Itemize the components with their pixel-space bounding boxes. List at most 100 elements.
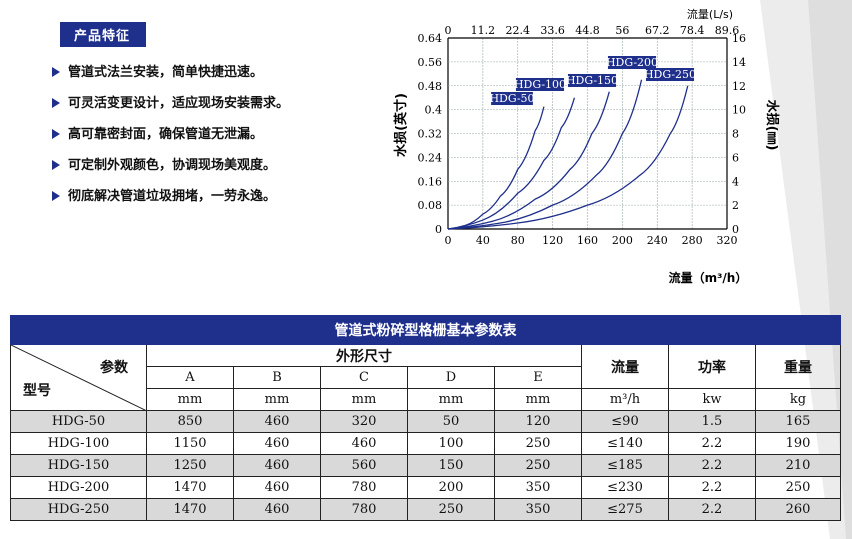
spec-table: 管道式粉碎型格栅基本参数表 参数 型号 外形尺寸 流量 功率 重量 A B C … xyxy=(9,315,842,521)
bullet-arrow-icon xyxy=(52,160,60,170)
features-list: 管道式法兰安装，简单快捷迅速。 可灵活变更设计，适应现场安装需求。 高可靠密封面… xyxy=(52,57,382,212)
y-left-tick-label: 0.56 xyxy=(418,56,443,69)
x-top-tick-label: 67.2 xyxy=(645,24,670,37)
table-row: HDG-150 1250 460 560 150 250 ≤185 2.2 21… xyxy=(10,454,842,477)
y-right-tick-label: 10 xyxy=(732,104,746,117)
dim-d-cell: 50 xyxy=(407,410,495,433)
unit-cell: mm xyxy=(233,388,321,411)
power-cell: 2.2 xyxy=(668,498,756,521)
flow-cell: ≤140 xyxy=(581,432,669,455)
chart-curves xyxy=(447,79,689,230)
x-bottom-tick-label: 240 xyxy=(647,234,668,247)
y-left-tick-label: 0.24 xyxy=(418,151,443,164)
y-left-axis-label: 水损(英寸) xyxy=(393,93,409,157)
feature-item: 可灵活变更设计，适应现场安装需求。 xyxy=(52,88,382,119)
y-right-tick-label: 2 xyxy=(732,199,739,212)
feature-item: 高可靠密封面，确保管道无泄漏。 xyxy=(52,119,382,150)
flow-cell: ≤275 xyxy=(581,498,669,521)
flow-header: 流量 xyxy=(581,344,669,389)
x-top-tick-label: 89.6 xyxy=(715,24,740,37)
dims-header: 外形尺寸 xyxy=(146,344,582,367)
x-bottom-tick-label: 80 xyxy=(511,234,525,247)
dim-d-cell: 250 xyxy=(407,498,495,521)
dim-col-header: B xyxy=(233,366,321,389)
dim-col-header: C xyxy=(320,366,408,389)
series-label-text: HDG-150 xyxy=(566,74,618,87)
feature-text: 彻底解决管道垃圾拥堵，一劳永逸。 xyxy=(68,189,277,204)
table-row: HDG-50 850 460 320 50 120 ≤90 1.5 165 xyxy=(10,410,842,433)
curve-hdg-50 xyxy=(447,106,545,230)
weight-cell: 210 xyxy=(754,454,842,477)
x-bottom-tick-label: 0 xyxy=(445,234,452,247)
feature-text: 管道式法兰安装，简单快捷迅速。 xyxy=(68,65,264,80)
series-label-text: HDG-200 xyxy=(606,56,658,69)
table-row: HDG-100 1150 460 460 100 250 ≤140 2.2 19… xyxy=(10,432,842,455)
bullet-arrow-icon xyxy=(52,191,60,201)
dim-d-cell: 200 xyxy=(407,476,495,499)
series-label-box xyxy=(515,78,565,91)
series-label-box xyxy=(607,56,657,69)
y-right-tick-label: 16 xyxy=(732,32,746,45)
dim-a-cell: 1250 xyxy=(146,454,234,477)
x-bottom-tick-label: 40 xyxy=(476,234,490,247)
x-bottom-tick-label: 120 xyxy=(542,234,563,247)
series-label-box xyxy=(491,92,533,105)
curve-hdg-200 xyxy=(447,79,643,230)
unit-cell: mm xyxy=(407,388,495,411)
y-right-tick-label: 14 xyxy=(732,56,746,69)
dim-col-header: A xyxy=(146,366,234,389)
bullet-arrow-icon xyxy=(52,129,60,139)
param-label: 参数 xyxy=(100,360,128,376)
dim-b-cell: 460 xyxy=(233,432,321,455)
weight-cell: 260 xyxy=(754,498,842,521)
model-cell: HDG-250 xyxy=(10,498,147,521)
weight-cell: 190 xyxy=(754,432,842,455)
curve-hdg-150 xyxy=(447,91,610,230)
y-left-tick-label: 0.4 xyxy=(425,104,443,117)
flow-cell: ≤185 xyxy=(581,454,669,477)
dim-c-cell: 320 xyxy=(320,410,408,433)
weight-cell: 165 xyxy=(754,410,842,433)
power-header: 功率 xyxy=(668,344,756,389)
model-cell: HDG-150 xyxy=(10,454,147,477)
y-left-tick-label: 0.16 xyxy=(418,175,443,188)
dim-b-cell: 460 xyxy=(233,410,321,433)
dim-c-cell: 560 xyxy=(320,454,408,477)
dim-e-cell: 350 xyxy=(494,476,582,499)
y-right-tick-label: 6 xyxy=(732,151,739,164)
y-left-tick-label: 0.08 xyxy=(418,199,443,212)
x-bottom-tick-label: 320 xyxy=(717,234,738,247)
x-top-tick-label: 78.4 xyxy=(680,24,705,37)
dim-a-cell: 850 xyxy=(146,410,234,433)
features-title: 产品特征 xyxy=(60,22,147,47)
y-left-tick-label: 0 xyxy=(435,223,442,236)
header-diagonal-cell: 参数 型号 xyxy=(10,344,147,411)
dim-a-cell: 1150 xyxy=(146,432,234,455)
x-bottom-tick-label: 200 xyxy=(612,234,633,247)
dim-c-cell: 780 xyxy=(320,498,408,521)
x-top-tick-label: 11.2 xyxy=(471,24,496,37)
power-cell: 2.2 xyxy=(668,454,756,477)
dim-b-cell: 460 xyxy=(233,454,321,477)
x-bottom-tick-label: 280 xyxy=(682,234,703,247)
dim-c-cell: 460 xyxy=(320,432,408,455)
series-label-hdg-50: HDG-50 xyxy=(489,92,535,105)
model-label: 型号 xyxy=(23,383,51,399)
feature-text: 可灵活变更设计，适应现场安装需求。 xyxy=(68,96,290,111)
series-label-text: HDG-100 xyxy=(514,78,566,91)
y-left-tick-label: 0.64 xyxy=(418,32,443,45)
x-top-tick-label: 56 xyxy=(615,24,629,37)
flow-cell: ≤230 xyxy=(581,476,669,499)
model-cell: HDG-100 xyxy=(10,432,147,455)
table-row: HDG-200 1470 460 780 200 350 ≤230 2.2 25… xyxy=(10,476,842,499)
chart-grid xyxy=(447,37,728,230)
y-right-tick-label: 4 xyxy=(732,175,739,188)
feature-item: 管道式法兰安装，简单快捷迅速。 xyxy=(52,57,382,88)
model-cell: HDG-50 xyxy=(10,410,147,433)
series-label-box xyxy=(567,74,617,87)
power-unit: kw xyxy=(668,388,756,411)
flow-unit: m³/h xyxy=(581,388,669,411)
dim-col-header: D xyxy=(407,366,495,389)
table-row: HDG-250 1470 460 780 250 350 ≤275 2.2 26… xyxy=(10,498,842,521)
